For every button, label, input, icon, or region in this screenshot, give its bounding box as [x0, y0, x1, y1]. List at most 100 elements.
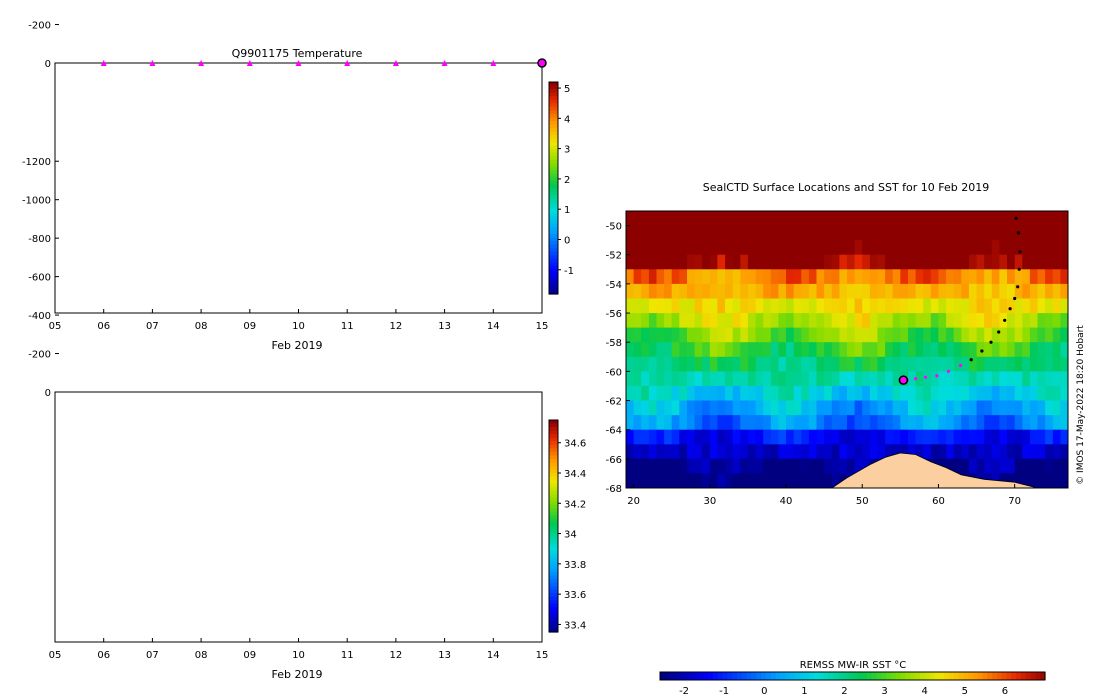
- sst-cell: [869, 429, 878, 445]
- sst-cell: [938, 385, 947, 401]
- sst-cell: [664, 342, 673, 358]
- y-tick-label: 0: [45, 59, 51, 70]
- sst-cell: [633, 211, 642, 227]
- sst-cell: [930, 415, 939, 431]
- sst-cell: [740, 415, 749, 431]
- sst-cell: [831, 254, 840, 270]
- colorbar-swatch: [549, 258, 558, 263]
- sst-cell: [786, 415, 795, 431]
- sst-cell: [999, 458, 1008, 474]
- sst-cell: [656, 429, 665, 445]
- colorbar-swatch: [549, 85, 558, 90]
- sst-cell: [763, 400, 772, 416]
- sst-cell: [976, 283, 985, 299]
- sst-cell: [908, 385, 917, 401]
- colorbar-swatch: [727, 672, 733, 680]
- sst-cell: [847, 458, 856, 474]
- sst-cell: [831, 269, 840, 285]
- sst-cell: [877, 240, 886, 256]
- sst-cell: [732, 458, 741, 474]
- track-point: [1016, 285, 1020, 289]
- colorbar-swatch: [688, 672, 695, 680]
- colorbar-swatch: [549, 614, 558, 619]
- sst-cell: [892, 240, 901, 256]
- sst-cell: [984, 283, 993, 299]
- sst-cell: [839, 342, 848, 358]
- temperature-surface-marks: [100, 58, 547, 68]
- sst-cell: [885, 240, 894, 256]
- colorbar-swatch: [838, 672, 844, 680]
- sst-cell: [656, 400, 665, 416]
- sst-cell: [679, 473, 688, 489]
- sst-cell: [1052, 269, 1061, 285]
- sst-cell: [946, 415, 955, 431]
- sst-cell: [900, 415, 909, 431]
- sst-cell: [991, 342, 1000, 358]
- sst-cell: [968, 269, 977, 285]
- colorbar-swatch: [549, 149, 558, 154]
- x-tick-label: 06: [97, 650, 110, 661]
- sst-cell: [786, 313, 795, 329]
- x-tick-label: 08: [195, 321, 208, 332]
- sst-cell: [717, 458, 726, 474]
- sst-cell: [763, 444, 772, 460]
- sst-cell: [1060, 429, 1069, 445]
- sst-cell: [687, 240, 696, 256]
- sst-cell: [946, 313, 955, 329]
- sst-cell: [664, 458, 673, 474]
- sst-cell: [671, 415, 680, 431]
- sst-cell: [938, 327, 947, 343]
- sst-cell: [656, 298, 665, 314]
- sst-cell: [968, 211, 977, 227]
- y-tick-label: -64: [606, 426, 622, 437]
- sst-cell: [816, 327, 825, 343]
- sst-cell: [831, 211, 840, 227]
- sst-row: [626, 283, 1069, 299]
- sst-row: [626, 458, 1069, 474]
- colorbar-tick-label: 5: [962, 686, 968, 697]
- sst-cell: [839, 444, 848, 460]
- sst-cell: [808, 240, 817, 256]
- colorbar-swatch: [549, 522, 558, 527]
- sst-cell: [755, 254, 764, 270]
- sst-cell: [755, 240, 764, 256]
- colorbar-swatch: [549, 480, 558, 485]
- sst-cell: [824, 356, 833, 372]
- sst-cell: [953, 225, 962, 241]
- sst-cell: [671, 269, 680, 285]
- x-tick-label: 50: [856, 496, 869, 507]
- sst-cell: [687, 342, 696, 358]
- sst-cell: [702, 473, 711, 489]
- sst-cell: [877, 283, 886, 299]
- sst-cell: [862, 211, 871, 227]
- colorbar-tick-label: 34.6: [564, 439, 586, 450]
- colorbar-swatch: [549, 494, 558, 499]
- sst-cell: [877, 385, 886, 401]
- sst-cell: [679, 342, 688, 358]
- colorbar-swatch: [712, 672, 719, 680]
- sst-cell: [626, 444, 635, 460]
- sst-cell: [938, 298, 947, 314]
- sst-cell: [778, 400, 787, 416]
- sst-cell: [984, 444, 993, 460]
- sst-cell: [702, 356, 711, 372]
- sst-cell: [694, 473, 703, 489]
- sst-cell: [824, 400, 833, 416]
- sst-cell: [679, 356, 688, 372]
- sst-cell: [770, 342, 779, 358]
- y-tick-label: -50: [606, 222, 622, 233]
- sst-cell: [747, 371, 756, 387]
- sst-cell: [953, 313, 962, 329]
- y-tick-label: -60: [606, 367, 622, 378]
- sst-cell: [839, 400, 848, 416]
- sst-cell: [725, 225, 734, 241]
- sst-cell: [793, 356, 802, 372]
- sst-cell: [679, 254, 688, 270]
- sst-cell: [1022, 240, 1031, 256]
- sst-cell: [770, 298, 779, 314]
- sst-cell: [923, 356, 932, 372]
- sst-cell: [778, 240, 787, 256]
- sst-cell: [824, 429, 833, 445]
- sst-cell: [816, 269, 825, 285]
- colorbar-swatch: [549, 511, 558, 516]
